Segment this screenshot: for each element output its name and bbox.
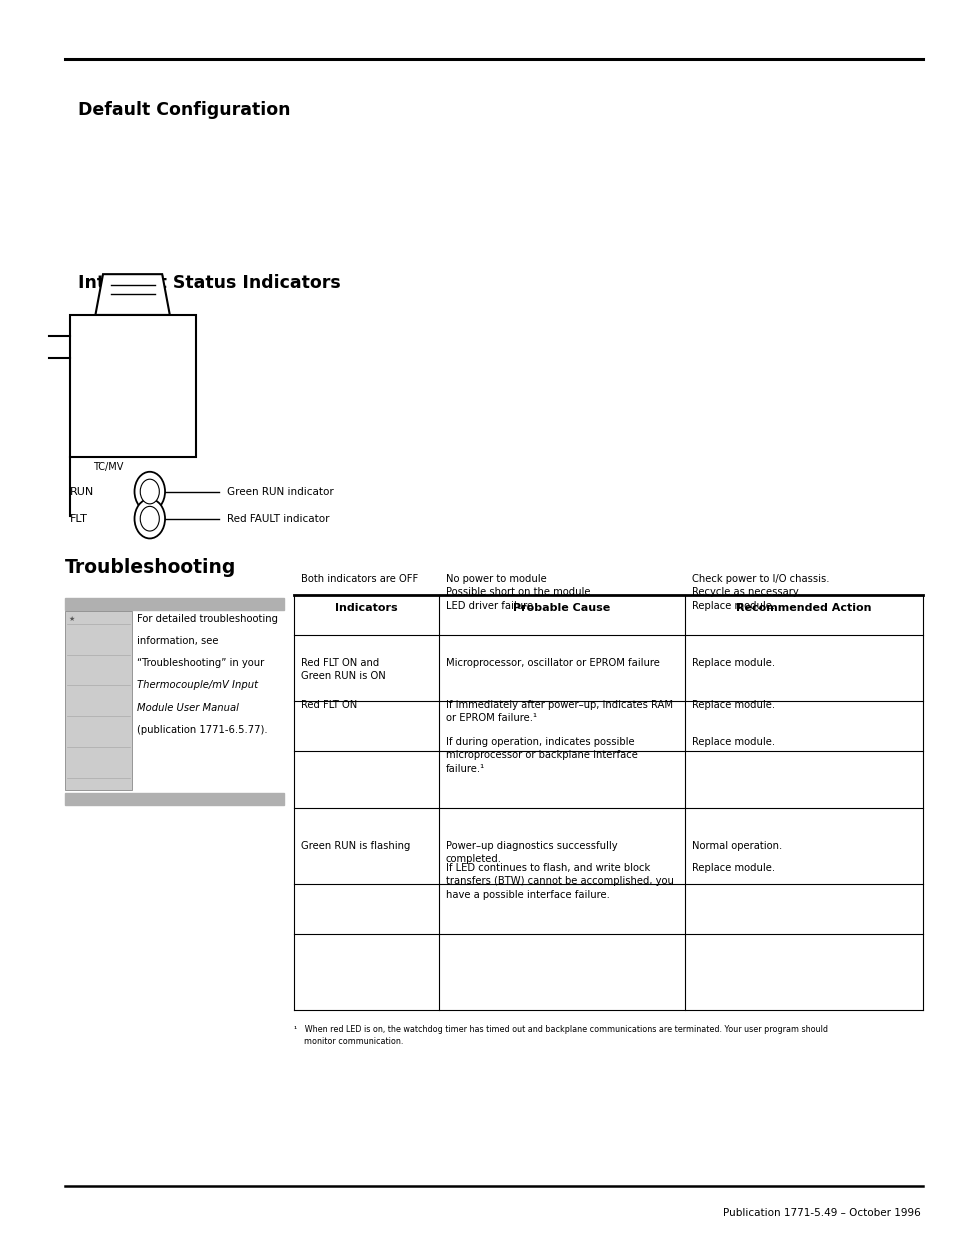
Text: Red FLT ON and
Green RUN is ON: Red FLT ON and Green RUN is ON [300, 658, 385, 682]
Text: (publication 1771-6.5.77).: (publication 1771-6.5.77). [137, 725, 268, 735]
Text: Replace module.: Replace module. [691, 700, 774, 710]
Text: Module User Manual: Module User Manual [137, 703, 239, 713]
Text: TC/MV: TC/MV [93, 462, 124, 472]
Text: For detailed troubleshooting: For detailed troubleshooting [137, 614, 278, 624]
Text: Indicators: Indicators [335, 603, 397, 613]
Text: Green RUN is flashing: Green RUN is flashing [300, 841, 410, 851]
Text: Red FAULT indicator: Red FAULT indicator [227, 514, 329, 524]
Text: Interpret Status Indicators: Interpret Status Indicators [78, 274, 340, 293]
Text: Normal operation.: Normal operation. [691, 841, 781, 851]
Text: Troubleshooting: Troubleshooting [65, 558, 236, 577]
Text: No power to module
Possible short on the module
LED driver failure: No power to module Possible short on the… [445, 574, 589, 610]
Text: Probable Cause: Probable Cause [513, 603, 610, 613]
Text: Default Configuration: Default Configuration [78, 101, 291, 120]
Text: Replace module.: Replace module. [691, 658, 774, 668]
Text: Publication 1771-5.49 – October 1996: Publication 1771-5.49 – October 1996 [722, 1208, 920, 1218]
Text: If immediately after power–up, indicates RAM
or EPROM failure.¹: If immediately after power–up, indicates… [445, 700, 672, 724]
Text: Replace module.: Replace module. [691, 737, 774, 747]
Text: Red FLT ON: Red FLT ON [300, 700, 356, 710]
Text: Microprocessor, oscillator or EPROM failure: Microprocessor, oscillator or EPROM fail… [445, 658, 659, 668]
Circle shape [140, 506, 159, 531]
Text: RUN: RUN [70, 487, 93, 496]
Bar [65, 598, 284, 610]
Text: Green RUN indicator: Green RUN indicator [227, 487, 334, 496]
Text: Recommended Action: Recommended Action [736, 603, 871, 613]
Text: If during operation, indicates possible
microprocessor or backplane interface
fa: If during operation, indicates possible … [445, 737, 637, 773]
Polygon shape [95, 274, 170, 315]
Bar [65, 793, 284, 805]
Text: FLT: FLT [70, 514, 88, 524]
Text: Thermocouple/mV Input: Thermocouple/mV Input [137, 680, 258, 690]
Text: ¹   When red LED is on, the watchdog timer has timed out and backplane communica: ¹ When red LED is on, the watchdog timer… [294, 1025, 827, 1046]
Circle shape [140, 479, 159, 504]
Text: Replace module.: Replace module. [691, 863, 774, 873]
Text: Both indicators are OFF: Both indicators are OFF [300, 574, 417, 584]
Text: If LED continues to flash, and write block
transfers (BTW) cannot be accomplishe: If LED continues to flash, and write blo… [445, 863, 673, 899]
Text: information, see: information, see [137, 636, 218, 646]
Circle shape [134, 472, 165, 511]
Text: “Troubleshooting” in your: “Troubleshooting” in your [137, 658, 264, 668]
Bar [65, 611, 132, 790]
Text: Power–up diagnostics successfully
completed.: Power–up diagnostics successfully comple… [445, 841, 617, 864]
Circle shape [134, 499, 165, 538]
Text: ★: ★ [69, 616, 75, 622]
Text: Check power to I/O chassis.
Recycle as necessary.
Replace module.: Check power to I/O chassis. Recycle as n… [691, 574, 828, 610]
Bar [70, 315, 195, 457]
